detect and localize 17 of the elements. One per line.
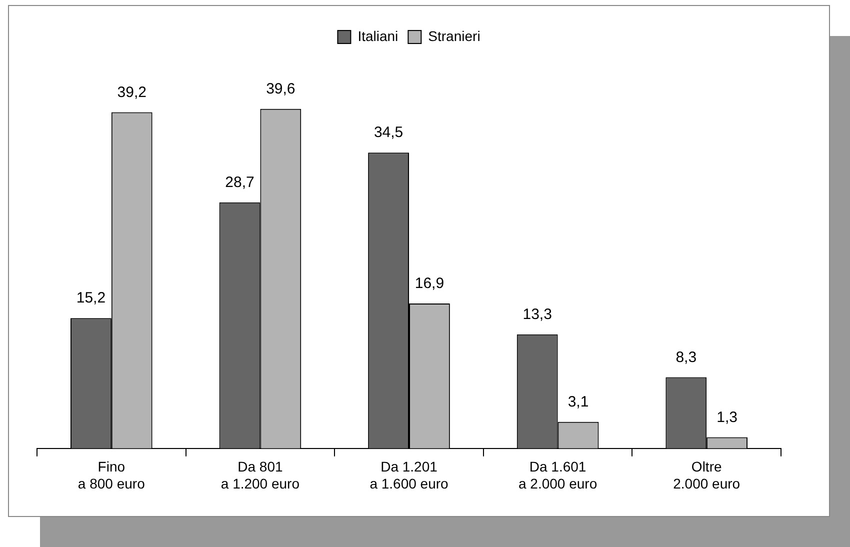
- x-tick-label: Da 801 a 1.200 euro: [220, 458, 300, 492]
- data-label: 34,5: [374, 124, 404, 142]
- x-tick-label: Da 1.201 a 1.600 euro: [370, 458, 449, 492]
- data-label: 8,3: [676, 348, 697, 366]
- x-tick-label: Oltre 2.000 euro: [673, 458, 740, 492]
- data-label: 16,9: [414, 275, 444, 292]
- data-label: 39,2: [117, 84, 146, 101]
- data-label: 1,3: [716, 408, 738, 426]
- legend-label: Italiani: [358, 28, 398, 44]
- legend-label: Stranieri: [428, 28, 480, 44]
- data-label: 3,1: [568, 393, 589, 410]
- data-label: 28,7: [225, 174, 254, 191]
- x-tick-label: Fino a 800 euro: [78, 458, 146, 492]
- data-label: 39,6: [266, 80, 296, 98]
- data-label: 13,3: [522, 306, 552, 324]
- x-tick-label: Da 1.601 a 2.000 euro: [518, 458, 598, 492]
- data-label: 15,2: [76, 290, 106, 307]
